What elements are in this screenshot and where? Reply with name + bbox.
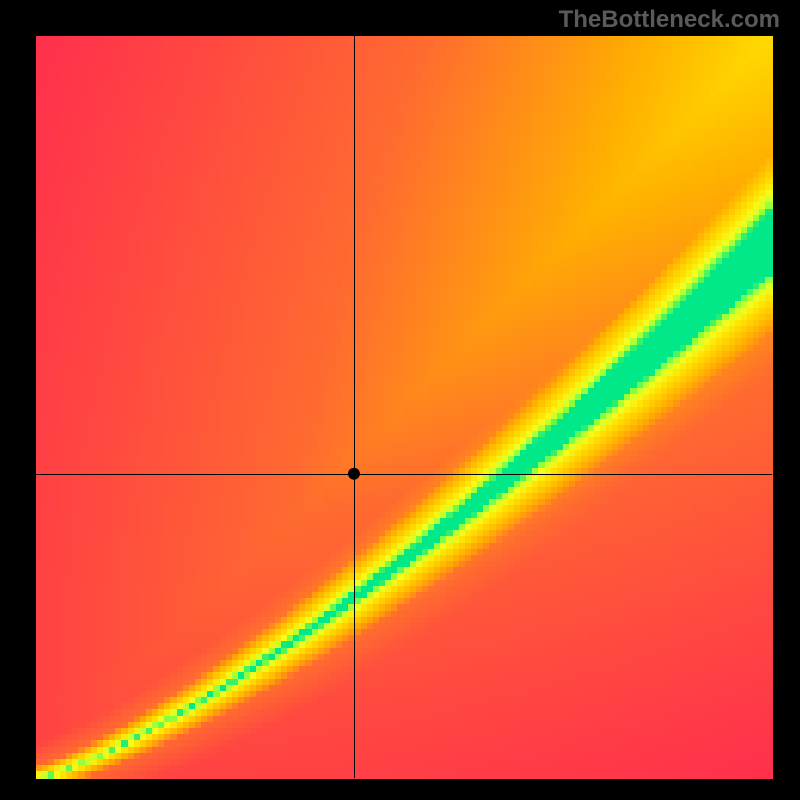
chart-container: TheBottleneck.com xyxy=(0,0,800,800)
bottleneck-heatmap xyxy=(0,0,800,800)
watermark-text: TheBottleneck.com xyxy=(559,6,780,34)
